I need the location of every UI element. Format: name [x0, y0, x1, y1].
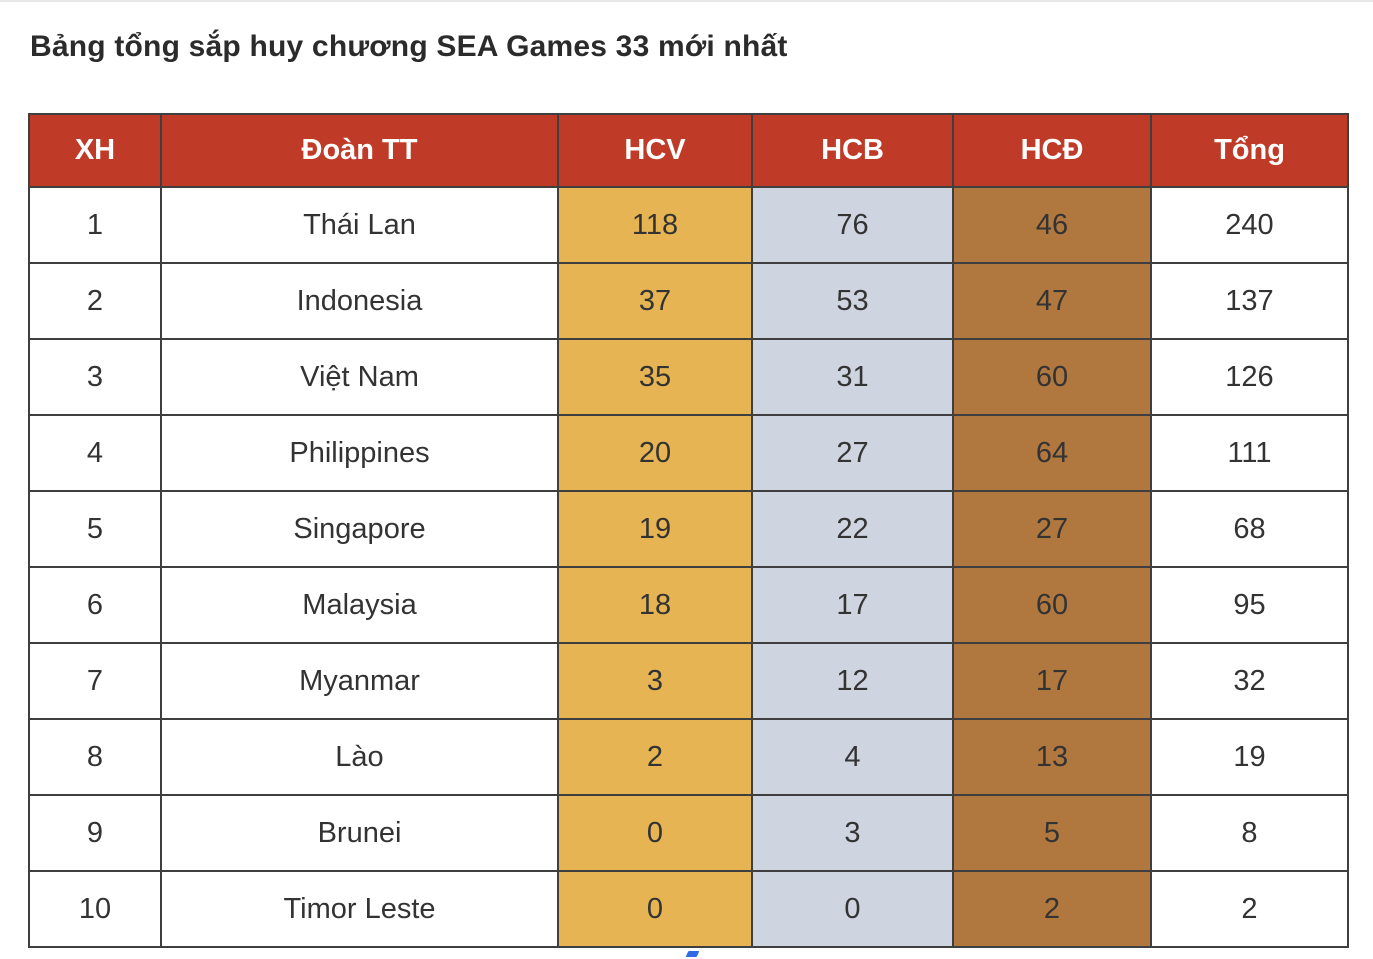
cell-total: 126: [1150, 338, 1349, 416]
cell-team: Myanmar: [160, 642, 559, 720]
medal-table-body: 1 Thái Lan 118 76 46 240 2 Indonesia 37 …: [28, 186, 1349, 948]
cell-total: 68: [1150, 490, 1349, 568]
cell-total: 32: [1150, 642, 1349, 720]
cell-gold: 118: [557, 186, 753, 264]
cell-rank: 5: [28, 490, 162, 568]
cell-team: Việt Nam: [160, 338, 559, 416]
cell-bronze: 46: [952, 186, 1152, 264]
cell-bronze: 5: [952, 794, 1152, 872]
cell-silver: 3: [751, 794, 954, 872]
page-title: Bảng tổng sắp huy chương SEA Games 33 mớ…: [30, 30, 788, 63]
table-row: 7 Myanmar 3 12 17 32: [28, 642, 1349, 720]
cell-team: Philippines: [160, 414, 559, 492]
cell-total: 95: [1150, 566, 1349, 644]
table-header: XH Đoàn TT HCV HCB HCĐ Tổng: [28, 113, 1349, 188]
column-header-team: Đoàn TT: [160, 113, 559, 188]
cell-rank: 8: [28, 718, 162, 796]
cell-gold: 20: [557, 414, 753, 492]
cell-rank: 2: [28, 262, 162, 340]
cell-rank: 7: [28, 642, 162, 720]
cell-total: 19: [1150, 718, 1349, 796]
cell-rank: 6: [28, 566, 162, 644]
cell-rank: 4: [28, 414, 162, 492]
cell-gold: 18: [557, 566, 753, 644]
top-divider: [0, 0, 1373, 2]
table-row: 9 Brunei 0 3 5 8: [28, 794, 1349, 872]
cell-bronze: 60: [952, 338, 1152, 416]
cell-team: Thái Lan: [160, 186, 559, 264]
cell-team: Singapore: [160, 490, 559, 568]
cell-silver: 27: [751, 414, 954, 492]
cell-silver: 31: [751, 338, 954, 416]
cell-gold: 19: [557, 490, 753, 568]
table-row: 2 Indonesia 37 53 47 137: [28, 262, 1349, 340]
table-row: 6 Malaysia 18 17 60 95: [28, 566, 1349, 644]
cell-rank: 10: [28, 870, 162, 948]
cell-silver: 4: [751, 718, 954, 796]
cell-bronze: 2: [952, 870, 1152, 948]
cell-total: 8: [1150, 794, 1349, 872]
cell-silver: 22: [751, 490, 954, 568]
cell-silver: 76: [751, 186, 954, 264]
cell-bronze: 13: [952, 718, 1152, 796]
column-header-gold: HCV: [557, 113, 753, 188]
cell-rank: 9: [28, 794, 162, 872]
column-header-bronze: HCĐ: [952, 113, 1152, 188]
cell-gold: 2: [557, 718, 753, 796]
cell-total: 111: [1150, 414, 1349, 492]
table-row: 5 Singapore 19 22 27 68: [28, 490, 1349, 568]
cell-total: 137: [1150, 262, 1349, 340]
cell-gold: 3: [557, 642, 753, 720]
cell-team: Lào: [160, 718, 559, 796]
cell-rank: 3: [28, 338, 162, 416]
column-header-total: Tổng: [1150, 113, 1349, 188]
cell-silver: 53: [751, 262, 954, 340]
header-row: XH Đoàn TT HCV HCB HCĐ Tổng: [28, 113, 1349, 188]
cell-total: 2: [1150, 870, 1349, 948]
column-header-silver: HCB: [751, 113, 954, 188]
cell-bronze: 17: [952, 642, 1152, 720]
cell-gold: 35: [557, 338, 753, 416]
cell-silver: 0: [751, 870, 954, 948]
cell-bronze: 64: [952, 414, 1152, 492]
table-row: 8 Lào 2 4 13 19: [28, 718, 1349, 796]
cell-bronze: 60: [952, 566, 1152, 644]
cell-team: Indonesia: [160, 262, 559, 340]
cell-gold: 0: [557, 794, 753, 872]
medal-standings-table: XH Đoàn TT HCV HCB HCĐ Tổng 1 Thái Lan 1…: [28, 113, 1349, 948]
table-row: 3 Việt Nam 35 31 60 126: [28, 338, 1349, 416]
cell-silver: 12: [751, 642, 954, 720]
cell-gold: 0: [557, 870, 753, 948]
table-row: 1 Thái Lan 118 76 46 240: [28, 186, 1349, 264]
cutoff-blue-text-artifact: [685, 951, 700, 957]
table-row: 10 Timor Leste 0 0 2 2: [28, 870, 1349, 948]
cell-team: Timor Leste: [160, 870, 559, 948]
cell-silver: 17: [751, 566, 954, 644]
cell-team: Brunei: [160, 794, 559, 872]
cell-rank: 1: [28, 186, 162, 264]
cell-gold: 37: [557, 262, 753, 340]
cell-team: Malaysia: [160, 566, 559, 644]
cell-total: 240: [1150, 186, 1349, 264]
table-row: 4 Philippines 20 27 64 111: [28, 414, 1349, 492]
cell-bronze: 47: [952, 262, 1152, 340]
column-header-rank: XH: [28, 113, 162, 188]
cell-bronze: 27: [952, 490, 1152, 568]
